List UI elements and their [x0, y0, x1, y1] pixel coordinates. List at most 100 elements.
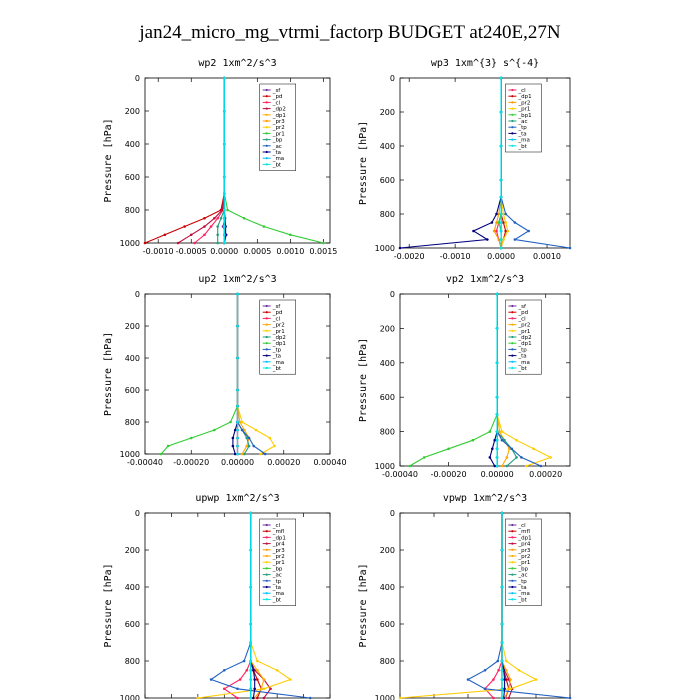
- x-tick-label: -0.0020: [394, 252, 425, 261]
- legend-label: _tp: [272, 579, 282, 585]
- data-point: [322, 241, 325, 245]
- data-point: [240, 452, 244, 456]
- legend-label: _tp: [517, 579, 527, 585]
- legend-label: _sf: [517, 304, 527, 310]
- data-point: [238, 678, 242, 681]
- legend-marker: [265, 530, 268, 533]
- legend-label: _cl: [517, 523, 526, 529]
- legend-label: _sf: [272, 88, 282, 94]
- data-point: [510, 447, 514, 451]
- data-point: [499, 221, 503, 224]
- x-tick-label: 0.00000: [481, 470, 514, 479]
- panel-title: upwp 1xm^2/s^3: [195, 493, 279, 504]
- legend-label: _mfl: [272, 529, 285, 535]
- legend-label: _pr2: [517, 100, 530, 106]
- data-point: [483, 687, 487, 691]
- legend-marker: [265, 598, 268, 601]
- data-point: [236, 444, 239, 448]
- chart-panel: up2 1xm^2/s^3 Pressure [hPa] 0 200 400 600 800…: [103, 274, 347, 467]
- figure-title: jan24_micro_mg_vtrmi_factorp BUDGET at24…: [138, 22, 561, 43]
- x-tick-label: -0.00020: [431, 470, 467, 479]
- x-tick-label: -0.0010: [143, 247, 174, 256]
- legend-label: _ma: [517, 591, 529, 597]
- data-point: [495, 438, 499, 442]
- legend-label: _pd: [272, 310, 283, 316]
- data-point: [249, 511, 253, 515]
- legend-label: _dp1: [272, 535, 286, 541]
- data-point: [229, 420, 232, 424]
- data-point: [497, 221, 501, 224]
- data-point: [222, 687, 226, 691]
- legend-label: _tp: [517, 125, 527, 131]
- data-point: [242, 659, 246, 663]
- data-point: [233, 452, 237, 456]
- legend-marker: [511, 554, 514, 558]
- data-point: [213, 216, 216, 220]
- data-point: [447, 447, 450, 451]
- data-point: [398, 696, 402, 700]
- legend-marker: [265, 119, 268, 123]
- legend-label: _ma: [272, 156, 284, 162]
- legend-marker: [511, 567, 514, 570]
- data-point: [495, 464, 499, 468]
- data-point: [245, 444, 249, 448]
- data-point: [249, 548, 253, 552]
- legend-label: _pr1: [272, 131, 285, 137]
- legend-marker: [265, 579, 268, 582]
- data-point: [203, 225, 206, 228]
- legend-label: _sf: [272, 304, 282, 310]
- y-tick-label: 1000: [375, 244, 395, 253]
- legend-label: _dp1: [272, 113, 286, 119]
- data-point: [256, 659, 259, 663]
- data-point: [219, 216, 223, 220]
- data-point: [534, 678, 538, 681]
- data-point: [471, 438, 475, 442]
- legend-marker: [265, 88, 268, 92]
- data-point: [490, 221, 494, 224]
- data-point: [408, 464, 412, 468]
- data-point: [504, 212, 507, 216]
- legend-marker: [511, 342, 514, 345]
- data-point: [236, 696, 239, 700]
- data-point: [253, 687, 256, 691]
- legend-label: _bp1: [517, 113, 531, 119]
- data-point: [505, 464, 509, 468]
- y-tick-label: 800: [125, 206, 140, 215]
- legend-marker: [511, 598, 514, 601]
- data-point: [495, 221, 498, 224]
- legend-marker: [265, 366, 268, 370]
- data-point: [495, 395, 499, 399]
- legend-marker: [511, 523, 514, 527]
- legend-label: _ac: [517, 119, 527, 125]
- legend-marker: [511, 348, 514, 351]
- data-point: [495, 292, 499, 296]
- legend-marker: [511, 585, 514, 589]
- data-point: [507, 447, 511, 451]
- legend-label: _bt: [272, 366, 282, 372]
- data-point: [275, 668, 279, 672]
- data-point: [500, 548, 504, 552]
- data-point: [256, 678, 259, 681]
- data-point: [500, 641, 504, 644]
- plot-frame: [399, 512, 571, 699]
- legend-marker: [511, 360, 514, 363]
- data-point: [252, 444, 255, 448]
- legend-marker: [511, 126, 514, 129]
- data-point: [513, 238, 517, 241]
- legend-marker: [265, 304, 268, 308]
- y-tick-label: 400: [125, 583, 140, 592]
- legend-marker: [511, 132, 514, 135]
- legend-label: _dp1: [517, 535, 531, 541]
- plot-frame: [399, 293, 571, 467]
- data-point: [216, 225, 219, 228]
- data-point: [549, 456, 552, 459]
- data-point: [503, 438, 506, 442]
- data-point: [422, 456, 426, 459]
- y-tick-label: 0: [390, 74, 395, 83]
- y-tick-label: 200: [125, 107, 140, 116]
- data-point: [499, 246, 503, 250]
- data-point: [231, 436, 235, 440]
- data-point: [243, 428, 246, 432]
- y-tick-label: 1000: [120, 694, 140, 700]
